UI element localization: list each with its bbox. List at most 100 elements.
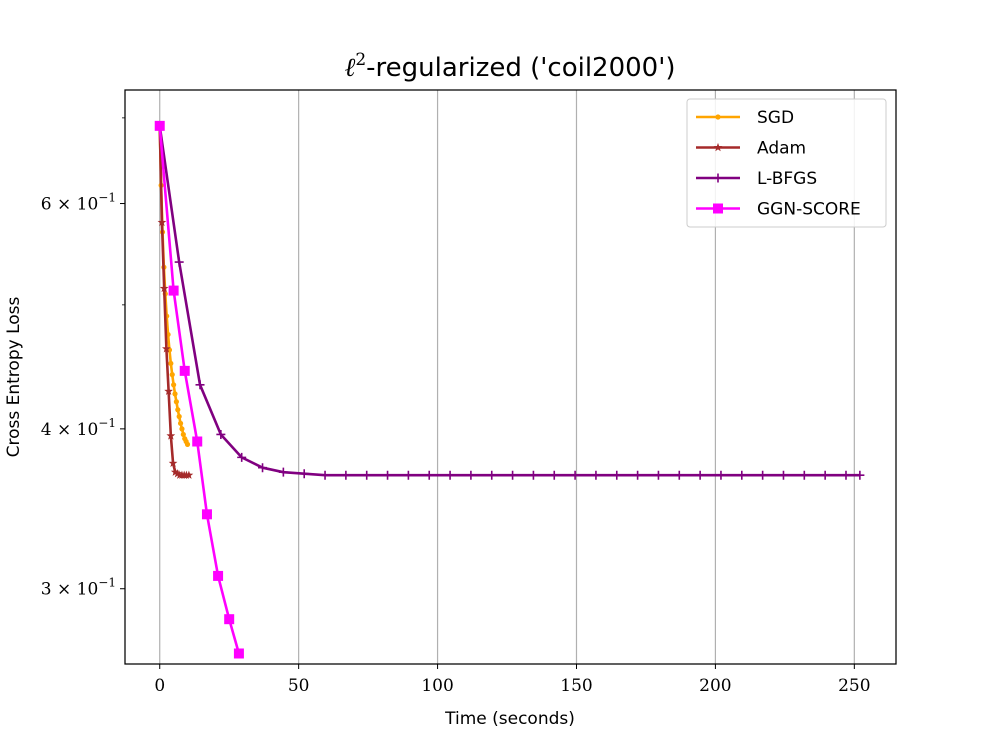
plot-area-frame [124,89,897,665]
data-point [320,470,330,480]
data-point [653,470,663,480]
x-tick-label: 50 [288,676,310,696]
data-point [695,470,705,480]
data-point [213,570,224,581]
legend-entries: SGD Adam L-BFGS GGN-SCORE [696,108,861,220]
data-point [184,470,194,479]
legend-label: Adam [757,139,806,159]
data-point [841,470,851,480]
data-point [466,470,476,480]
data-point [159,283,169,293]
data-point [168,458,178,467]
data-point [179,365,190,376]
chart-title: ℓ2-regularized ('coil2000') [344,50,675,83]
data-point [195,380,205,390]
data-point [612,470,622,480]
data-point [201,509,212,520]
data-point [171,382,177,388]
series-line [158,125,241,654]
y-tick-label: 6 × 10−1 [41,191,116,215]
legend-label: SGD [757,108,794,128]
y-tick-label: 4 × 10−1 [41,416,116,440]
y-axis-label: Cross Entropy Loss [4,296,24,457]
data-point [170,467,180,476]
data-point [168,285,179,296]
x-axis-label: Time (seconds) [444,709,575,729]
legend-marker [715,114,721,120]
data-point [176,413,182,420]
data-point [508,470,518,480]
legend-marker [713,203,723,214]
data-point [174,257,184,267]
legend: SGD Adam L-BFGS GGN-SCORE [686,98,887,228]
data-point [403,470,413,480]
data-point [180,431,186,438]
legend-marker [713,142,723,152]
legend-entry: SGD [696,108,794,128]
data-point [383,470,393,480]
legend-entry: Adam [696,139,806,159]
data-point [184,441,191,447]
x-tick-label: 150 [560,676,592,696]
legend-entry: L-BFGS [696,169,817,189]
data-point [169,372,175,378]
data-point [570,470,580,480]
y-axis-ticks: 6 × 10−1 4 × 10−1 3 × 10−1 [41,117,125,600]
data-point [157,217,167,227]
x-axis-ticks: 0 50 100 150 200 250 [154,664,871,696]
data-point [233,648,244,659]
legend-label: L-BFGS [757,169,817,189]
x-tick-label: 100 [421,676,453,696]
y-tick-label: 3 × 10−1 [41,576,116,600]
data-point [341,470,351,480]
title-superscript: 2 [355,50,366,70]
data-point [173,399,179,405]
data-point [258,463,268,473]
data-point [487,470,497,480]
series-layer [154,120,865,659]
title-rest: -regularized ('coil2000') [366,53,675,83]
series-ggn-score [154,120,244,659]
data-point [799,470,809,480]
data-point [166,431,176,440]
data-point [172,391,178,397]
data-point [737,470,747,480]
data-point [528,470,538,480]
series-l-bfgs [155,121,865,480]
data-point [299,469,309,479]
data-point [758,470,768,480]
data-point [168,360,174,367]
data-point [179,426,185,432]
data-point [855,470,865,480]
x-tick-label: 0 [154,676,165,696]
legend-entry: GGN-SCORE [696,200,861,220]
data-point [164,386,173,395]
data-point [173,469,182,478]
data-point [216,429,226,439]
data-point [716,470,726,480]
data-point [674,470,684,480]
data-point [237,452,247,462]
x-tick-label: 250 [838,676,870,696]
data-point [177,420,184,426]
data-point [224,614,235,625]
x-tick-label: 200 [699,676,731,696]
data-point [549,470,559,480]
data-point [591,470,601,480]
data-point [424,470,434,480]
data-point [820,470,830,480]
data-point [175,407,181,413]
data-point [278,467,288,477]
data-point [445,470,455,480]
data-point [778,470,788,480]
data-point [192,436,203,447]
legend-label: GGN-SCORE [757,200,861,220]
legend-box [686,98,887,228]
data-point [154,120,165,131]
legend-marker [713,173,723,183]
data-point [633,470,643,480]
data-point [162,344,171,353]
title-ell: ℓ [344,53,355,83]
data-point [362,470,372,480]
